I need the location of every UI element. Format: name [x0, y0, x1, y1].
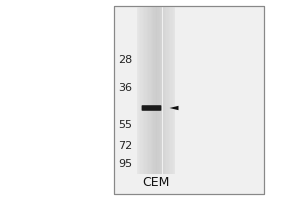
- Bar: [155, 6, 156, 174]
- Text: 28: 28: [118, 55, 132, 65]
- Bar: [151, 6, 152, 174]
- Text: 95: 95: [118, 159, 132, 169]
- Bar: [172, 6, 173, 174]
- Bar: [143, 6, 144, 174]
- Bar: [142, 6, 143, 174]
- Bar: [170, 6, 172, 174]
- Bar: [174, 6, 175, 174]
- Bar: [157, 6, 159, 174]
- Polygon shape: [169, 106, 178, 110]
- Bar: [164, 6, 165, 174]
- Bar: [163, 6, 164, 174]
- Bar: [173, 6, 174, 174]
- Text: 72: 72: [118, 141, 132, 151]
- Text: 55: 55: [118, 120, 132, 130]
- Bar: [156, 6, 157, 174]
- Bar: [160, 6, 161, 174]
- Bar: [168, 6, 169, 174]
- Bar: [147, 6, 148, 174]
- Bar: [136, 6, 138, 174]
- Bar: [153, 6, 155, 174]
- Bar: [169, 6, 170, 174]
- Bar: [114, 6, 264, 194]
- Bar: [114, 6, 264, 194]
- Bar: [159, 6, 160, 174]
- Bar: [140, 6, 142, 174]
- Bar: [138, 6, 139, 174]
- Bar: [152, 6, 153, 174]
- Bar: [148, 6, 149, 174]
- Bar: [139, 6, 140, 174]
- Bar: [167, 6, 168, 174]
- Text: CEM: CEM: [142, 176, 170, 190]
- Bar: [144, 6, 145, 174]
- Bar: [165, 6, 166, 174]
- Bar: [149, 6, 151, 174]
- Bar: [161, 6, 163, 174]
- FancyBboxPatch shape: [142, 105, 161, 111]
- Bar: [146, 6, 147, 174]
- Text: 36: 36: [118, 83, 132, 93]
